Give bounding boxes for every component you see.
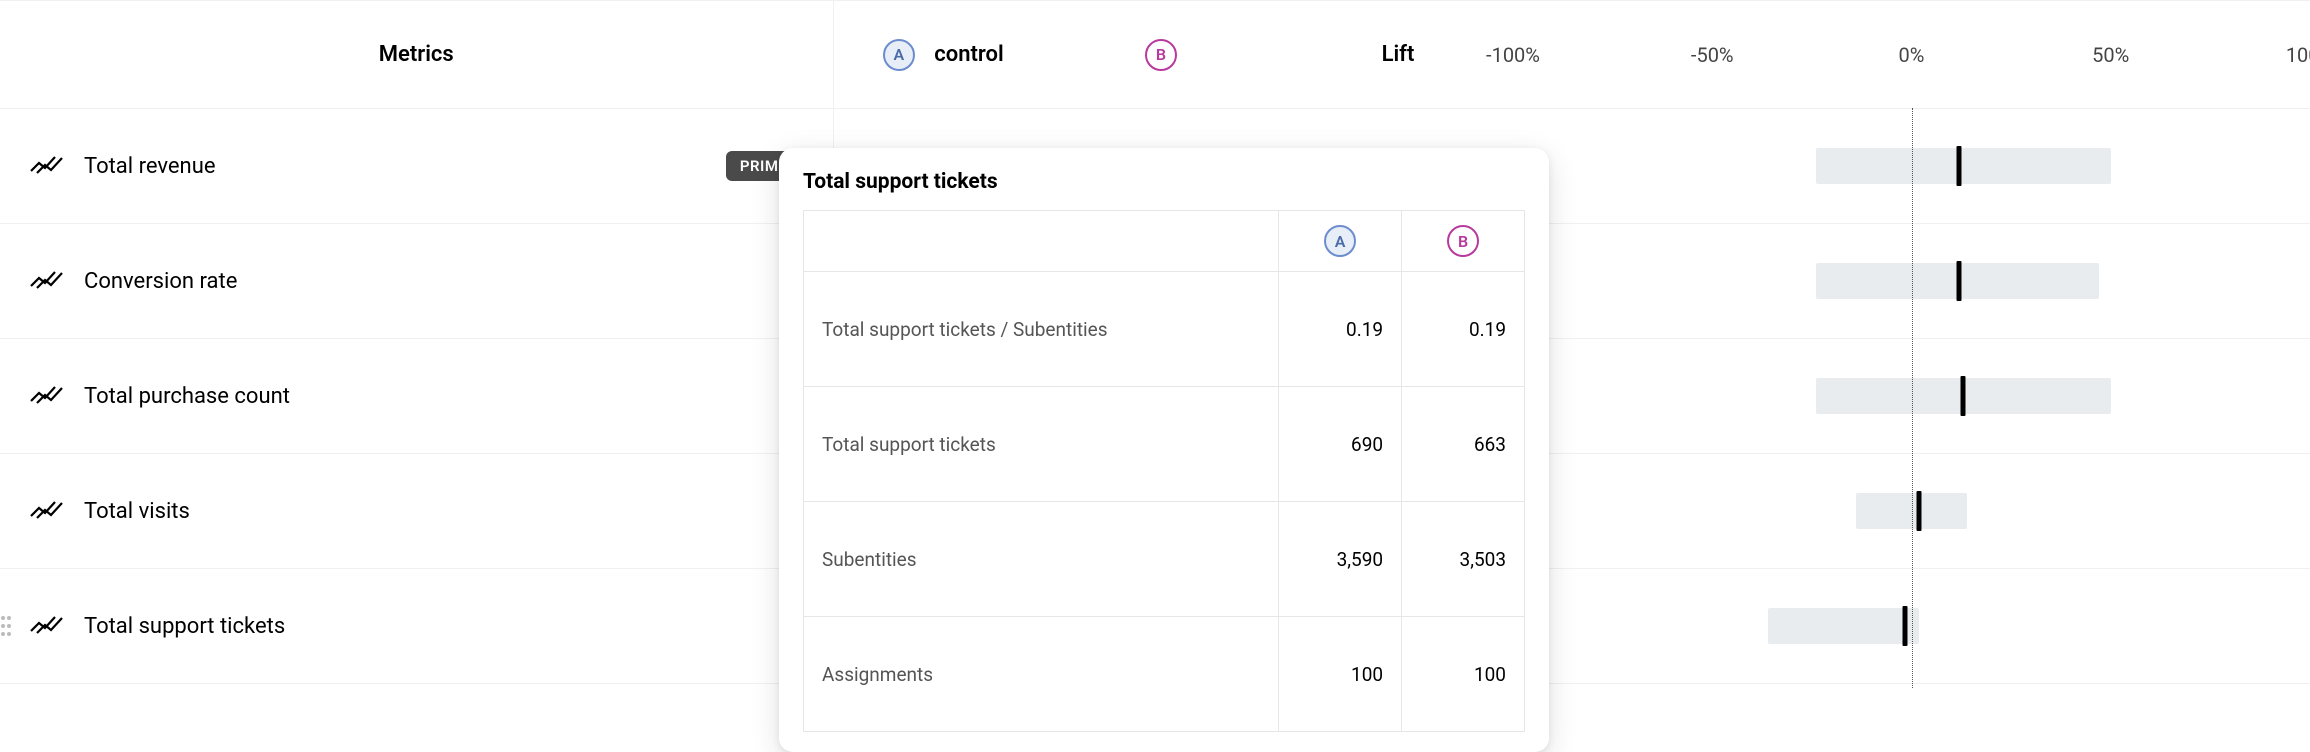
metric-name-cell: Total visits xyxy=(0,454,833,569)
metric-icon xyxy=(30,498,64,525)
metric-line-icon xyxy=(30,268,64,290)
metric-name-cell: Conversion rate xyxy=(0,224,833,339)
variant-b-column-header: B xyxy=(1053,1,1283,109)
metric-name-label: Total support tickets xyxy=(84,614,285,639)
metric-name-label: Total visits xyxy=(84,499,190,524)
variant-a-badge: A xyxy=(883,39,915,71)
metric-icon xyxy=(30,268,64,295)
metric-name-cell: Total purchase count xyxy=(0,339,833,454)
metric-line-icon xyxy=(30,153,64,175)
tooltip-row-label: Subentities xyxy=(804,502,1279,617)
tooltip-row-label: Total support tickets / Subentities xyxy=(804,272,1279,387)
variant-b-badge: B xyxy=(1145,39,1177,71)
tooltip-value-a: 690 xyxy=(1279,387,1402,502)
axis-tick-label: 0% xyxy=(1899,43,1925,67)
tooltip-value-a: 3,590 xyxy=(1279,502,1402,617)
tooltip-variant-a-header: A xyxy=(1279,211,1402,272)
metric-line-icon xyxy=(30,498,64,520)
confidence-interval-point xyxy=(1957,261,1962,301)
tooltip-value-b: 663 xyxy=(1402,387,1525,502)
tooltip-row: Subentities3,5903,503 xyxy=(804,502,1525,617)
metric-name-cell: Total support tickets xyxy=(0,569,833,684)
metrics-column-header: Metrics xyxy=(0,1,833,109)
tooltip-row: Total support tickets690663 xyxy=(804,387,1525,502)
tooltip-title: Total support tickets xyxy=(803,170,1525,194)
tooltip-value-b: 100 xyxy=(1402,617,1525,732)
metric-name-label: Total revenue xyxy=(84,154,215,179)
tooltip-value-b: 0.19 xyxy=(1402,272,1525,387)
confidence-interval-point xyxy=(1961,376,1966,416)
confidence-interval-point xyxy=(1917,491,1922,531)
tooltip-row-label: Assignments xyxy=(804,617,1279,732)
tooltip-empty-header xyxy=(804,211,1279,272)
axis-tick-label: 100% xyxy=(2286,43,2310,67)
confidence-interval-point xyxy=(1957,146,1962,186)
metric-icon xyxy=(30,383,64,410)
chart-column-header: -100%-50%0%50%100% xyxy=(1513,1,2310,109)
tooltip-row: Assignments100100 xyxy=(804,617,1525,732)
lift-column-header: Lift xyxy=(1283,1,1513,109)
metric-name-cell: Total revenuePRIMARY xyxy=(0,109,833,224)
variant-a-label: control xyxy=(934,42,1003,67)
chart-axis: -100%-50%0%50%100% xyxy=(1513,1,2310,108)
tooltip-table: A B Total support tickets / Subentities0… xyxy=(803,210,1525,732)
metric-icon xyxy=(30,153,64,180)
variant-a-badge: A xyxy=(1324,225,1356,257)
tooltip-variant-b-header: B xyxy=(1402,211,1525,272)
metric-line-icon xyxy=(30,383,64,405)
axis-tick-label: -50% xyxy=(1691,43,1734,67)
metric-name-label: Conversion rate xyxy=(84,269,237,294)
chart-zero-line xyxy=(1912,108,1913,688)
variant-b-badge: B xyxy=(1447,225,1479,257)
variant-a-column-header: A control xyxy=(833,1,1053,109)
tooltip-value-a: 0.19 xyxy=(1279,272,1402,387)
drag-handle-icon[interactable] xyxy=(0,606,12,646)
table-header-row: Metrics A control B Lift -100% -50% 0% 50% 1… xyxy=(0,1,2310,109)
metric-line-icon xyxy=(30,613,64,635)
tooltip-header-row: A B xyxy=(804,211,1525,272)
metric-icon xyxy=(30,613,64,640)
tooltip-row-label: Total support tickets xyxy=(804,387,1279,502)
tooltip-value-b: 3,503 xyxy=(1402,502,1525,617)
tooltip-value-a: 100 xyxy=(1279,617,1402,732)
axis-tick-label: -100% xyxy=(1486,43,1540,67)
tooltip-row: Total support tickets / Subentities0.190… xyxy=(804,272,1525,387)
metric-tooltip: Total support tickets A B Total support … xyxy=(779,148,1549,752)
confidence-interval-point xyxy=(1903,606,1908,646)
metric-name-label: Total purchase count xyxy=(84,384,290,409)
axis-tick-label: 50% xyxy=(2092,43,2129,67)
